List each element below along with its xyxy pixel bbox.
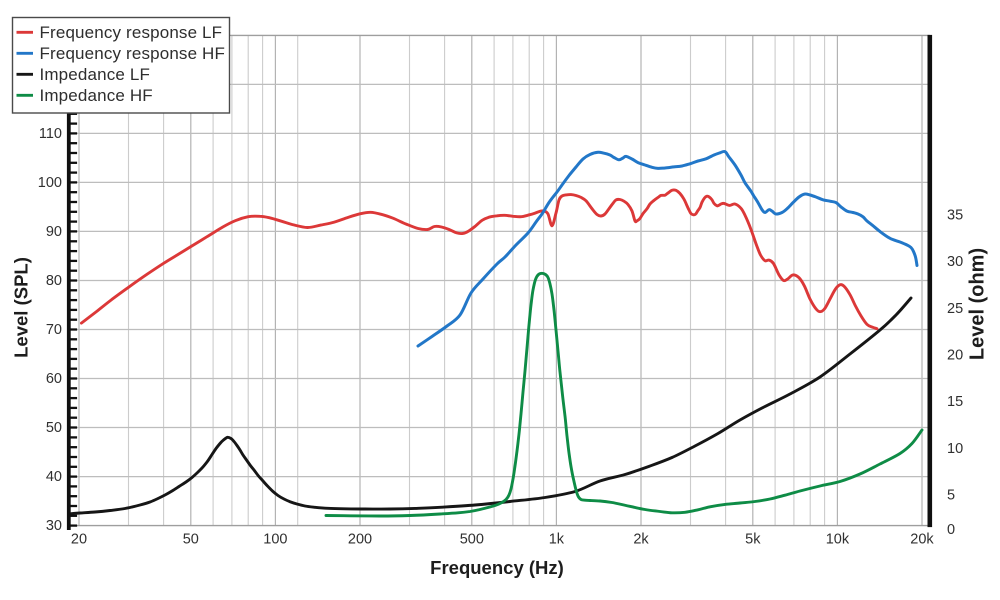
svg-text:50: 50 bbox=[183, 532, 199, 548]
svg-text:30: 30 bbox=[947, 254, 963, 270]
svg-text:Level (SPL): Level (SPL) bbox=[11, 257, 32, 358]
svg-text:500: 500 bbox=[460, 532, 484, 548]
svg-text:Frequency response HF: Frequency response HF bbox=[40, 44, 226, 63]
svg-text:90: 90 bbox=[46, 224, 62, 240]
svg-text:0: 0 bbox=[947, 522, 955, 538]
svg-text:25: 25 bbox=[947, 301, 963, 317]
svg-text:Level (ohm): Level (ohm) bbox=[967, 248, 989, 360]
svg-text:60: 60 bbox=[46, 371, 62, 387]
svg-text:110: 110 bbox=[39, 126, 62, 142]
svg-text:5k: 5k bbox=[745, 532, 761, 548]
svg-text:80: 80 bbox=[46, 273, 62, 289]
svg-text:70: 70 bbox=[46, 322, 62, 338]
svg-text:100: 100 bbox=[263, 532, 287, 548]
svg-text:200: 200 bbox=[348, 532, 372, 548]
svg-text:100: 100 bbox=[38, 175, 62, 191]
svg-text:5: 5 bbox=[947, 488, 955, 504]
svg-text:10: 10 bbox=[947, 441, 963, 457]
svg-text:Frequency (Hz): Frequency (Hz) bbox=[430, 557, 564, 578]
svg-text:10k: 10k bbox=[826, 532, 850, 548]
svg-text:Impedance LF: Impedance LF bbox=[40, 65, 150, 84]
svg-text:15: 15 bbox=[947, 394, 963, 410]
svg-text:1k: 1k bbox=[549, 532, 565, 548]
svg-text:20: 20 bbox=[71, 532, 87, 548]
svg-text:Frequency response LF: Frequency response LF bbox=[40, 23, 223, 42]
svg-text:20: 20 bbox=[947, 348, 963, 364]
svg-text:40: 40 bbox=[46, 469, 62, 485]
svg-text:20k: 20k bbox=[910, 532, 934, 548]
svg-text:35: 35 bbox=[947, 208, 963, 224]
svg-text:Impedance HF: Impedance HF bbox=[40, 86, 153, 105]
svg-text:50: 50 bbox=[46, 420, 62, 436]
svg-text:30: 30 bbox=[46, 518, 62, 534]
svg-text:2k: 2k bbox=[633, 532, 649, 548]
